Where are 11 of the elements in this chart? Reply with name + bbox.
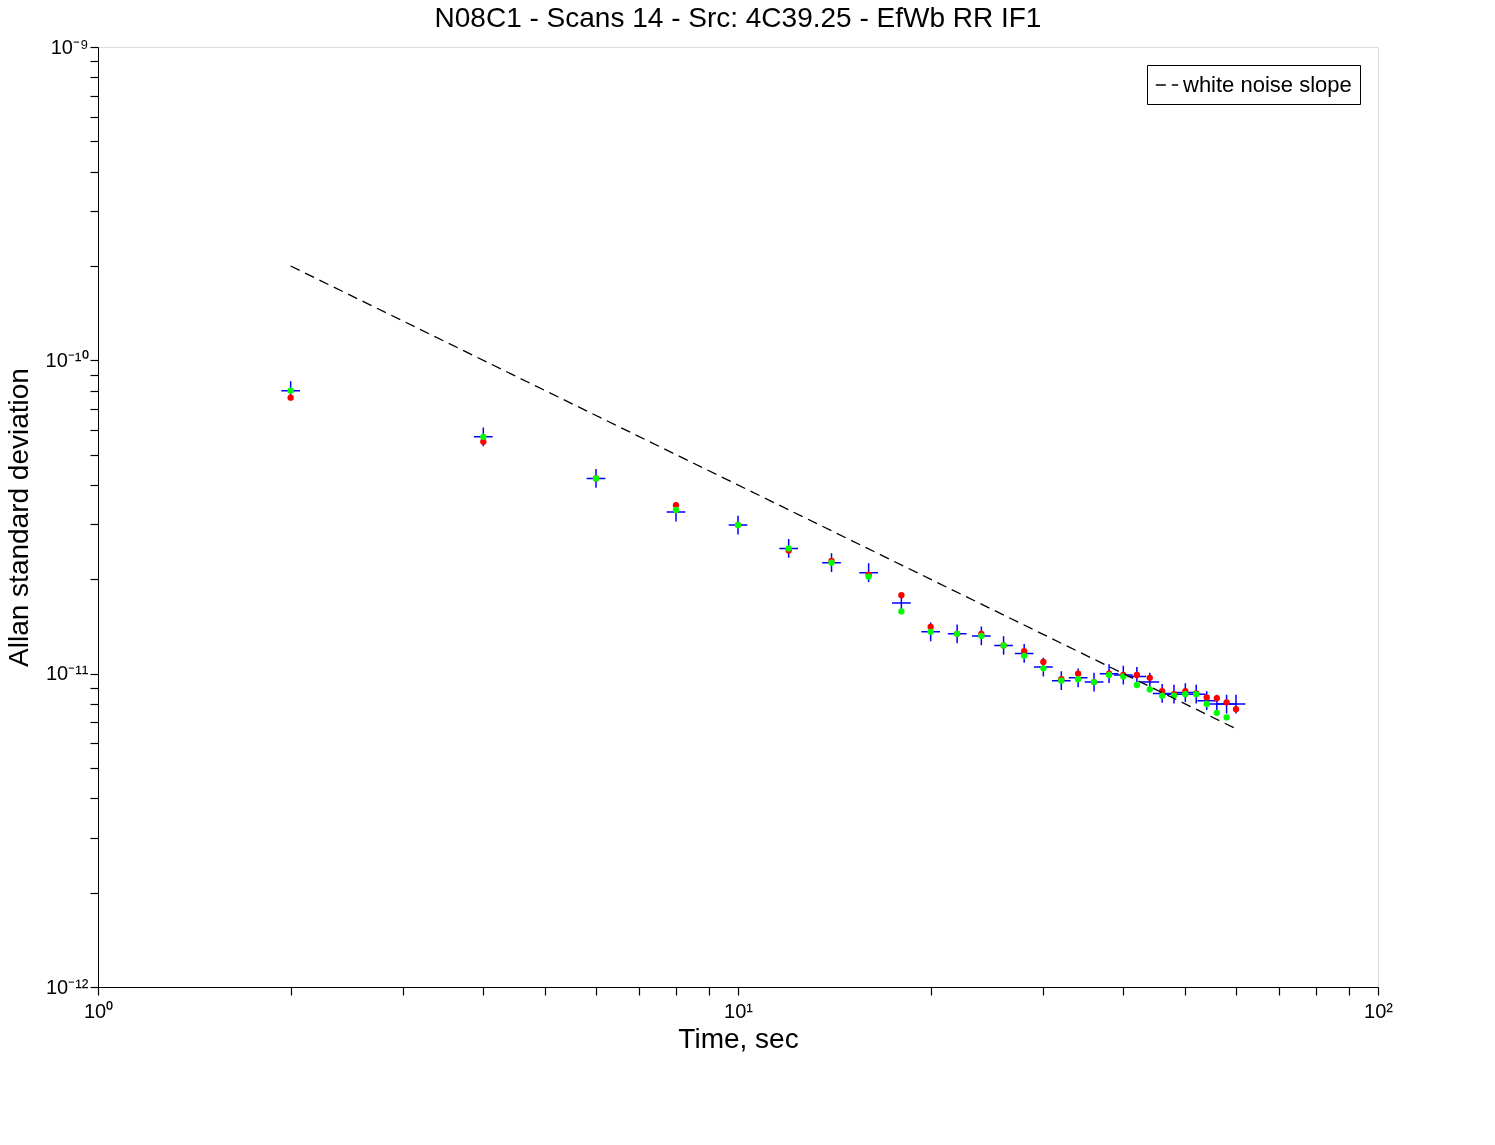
x-tick-label: 10² xyxy=(1364,999,1394,1022)
y-tick-label: 10⁻¹⁰ xyxy=(45,348,89,371)
y-tick-label: 10⁻¹² xyxy=(45,975,89,998)
y-tick-label: 10⁻¹¹ xyxy=(45,662,89,685)
y-tick-label: 10⁻⁹ xyxy=(50,35,89,58)
x-tick-label: 10¹ xyxy=(724,999,754,1022)
y-axis-title: Allan standard deviation xyxy=(2,368,34,667)
legend-label: white noise slope xyxy=(1182,72,1352,97)
x-axis-title: Time, sec xyxy=(678,1022,799,1054)
x-tick-label: 10⁰ xyxy=(83,999,114,1022)
chart-title: N08C1 - Scans 14 - Src: 4C39.25 - EfWb RR IF1 xyxy=(434,2,1042,33)
